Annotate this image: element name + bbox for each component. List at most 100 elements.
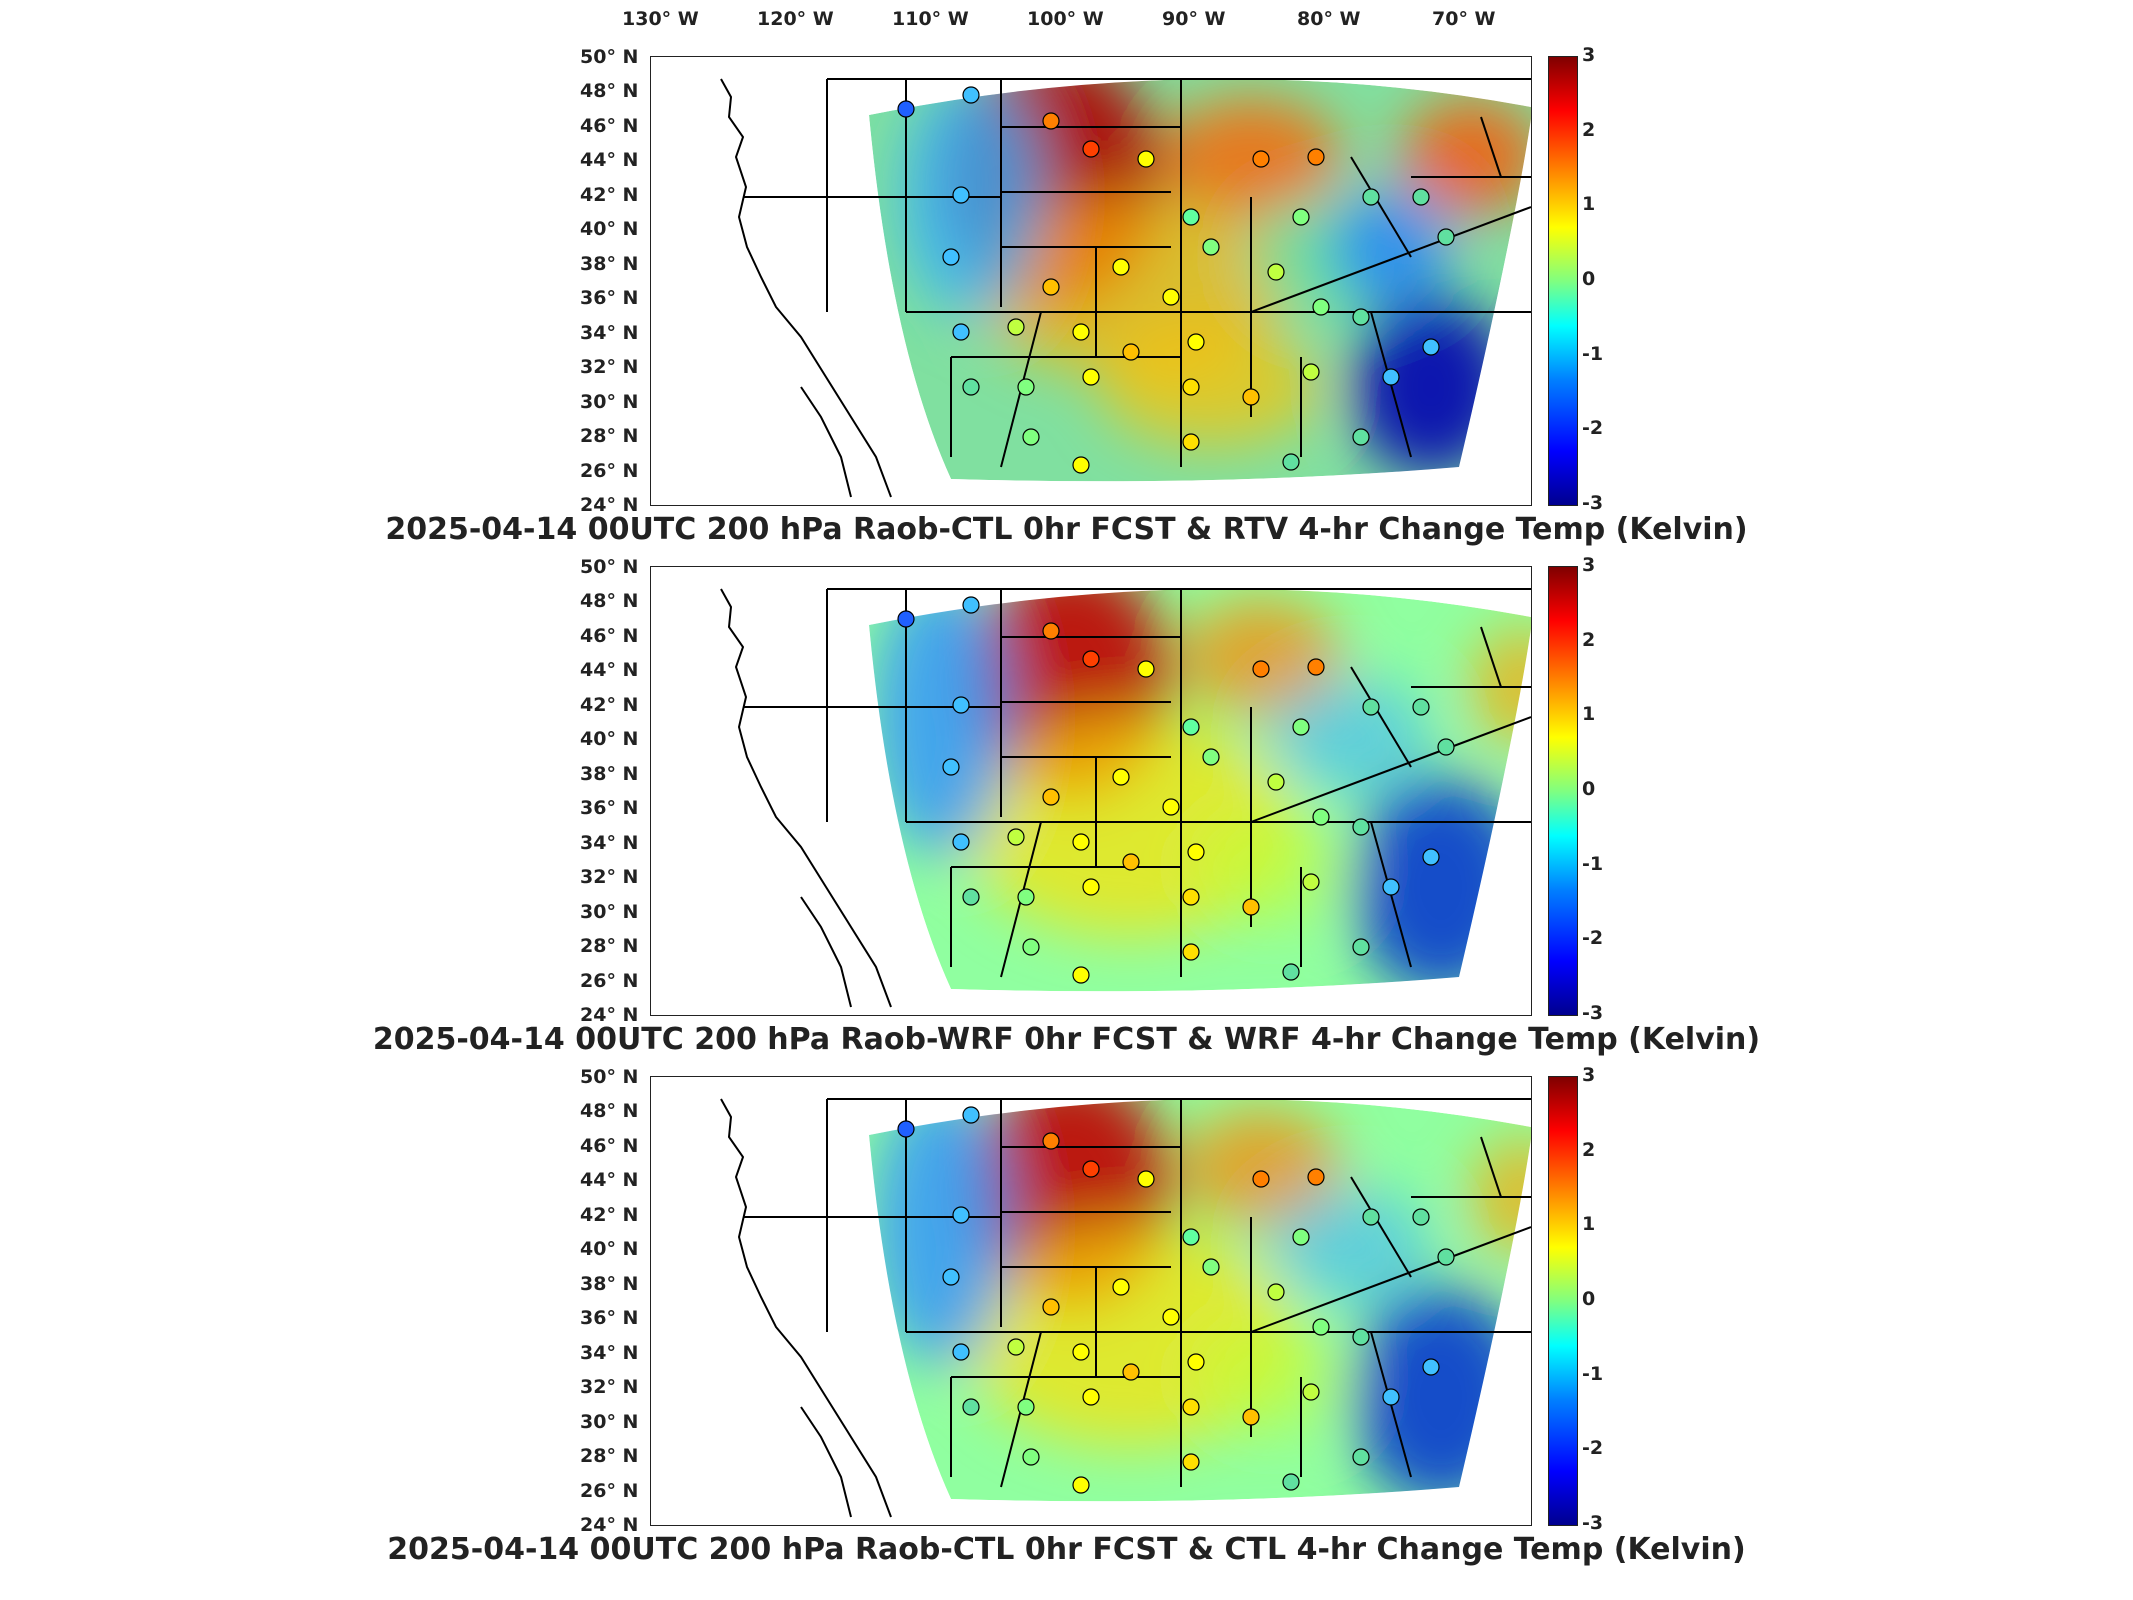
latitude-label: 50° N	[580, 1066, 639, 1088]
latitude-label: 50° N	[580, 46, 639, 68]
colorbar-tick-label: -3	[1582, 1002, 1604, 1024]
anomaly-region	[1331, 187, 1451, 307]
map-area	[650, 56, 1532, 506]
raob-station-marker	[1307, 148, 1325, 166]
latitude-label: 44° N	[580, 149, 639, 172]
raob-station-marker	[952, 833, 970, 851]
colorbar	[1548, 1076, 1578, 1526]
raob-station-marker	[1182, 433, 1200, 451]
latitude-label: 30° N	[580, 390, 639, 413]
raob-station-marker	[1282, 963, 1300, 981]
raob-station-marker	[1202, 1258, 1220, 1276]
latitude-label: 24° N	[580, 1514, 639, 1536]
anomaly-field	[869, 1098, 1531, 1502]
raob-station-marker	[1252, 150, 1270, 168]
latitude-label: 32° N	[580, 866, 639, 889]
raob-station-marker	[897, 100, 915, 118]
raob-station-marker	[1072, 323, 1090, 341]
latitude-label: 36° N	[580, 797, 639, 820]
anomaly-region	[1161, 97, 1341, 217]
latitude-label: 46° N	[580, 624, 639, 647]
raob-station-marker	[1082, 140, 1100, 158]
raob-station-marker	[1082, 1160, 1100, 1178]
raob-station-marker	[897, 610, 915, 628]
raob-station-marker	[1042, 278, 1060, 296]
raob-station-marker	[1352, 938, 1370, 956]
latitude-label: 32° N	[580, 356, 639, 379]
latitude-label: 40° N	[580, 728, 639, 751]
raob-station-marker	[1022, 1448, 1040, 1466]
raob-station-marker	[1252, 1170, 1270, 1188]
colorbar-tick-label: 2	[1582, 1138, 1596, 1161]
anomaly-region	[871, 588, 1011, 857]
latitude-label: 26° N	[580, 969, 639, 992]
colorbar	[1548, 56, 1578, 506]
raob-station-marker	[1437, 228, 1455, 246]
raob-stations	[897, 1106, 1455, 1494]
raob-station-marker	[1042, 1298, 1060, 1316]
longitude-label: 80° W	[1297, 8, 1361, 30]
anomaly-region	[1191, 807, 1351, 927]
raob-station-marker	[1017, 378, 1035, 396]
raob-station-marker	[942, 248, 960, 266]
raob-station-marker	[962, 378, 980, 396]
raob-station-marker	[1137, 660, 1155, 678]
latitude-label: 38° N	[580, 762, 639, 785]
raob-station-marker	[1242, 388, 1260, 406]
raob-station-marker	[1187, 333, 1205, 351]
map-area	[650, 1076, 1532, 1526]
anomaly-field	[869, 78, 1531, 482]
raob-station-marker	[1412, 698, 1430, 716]
longitude-label: 100° W	[1027, 8, 1104, 30]
raob-station-marker	[952, 1343, 970, 1361]
raob-station-marker	[1022, 938, 1040, 956]
colorbar-tick-label: 3	[1582, 554, 1596, 576]
raob-station-marker	[1267, 1283, 1285, 1301]
raob-station-marker	[1082, 368, 1100, 386]
colorbar-tick-label: 3	[1582, 1064, 1596, 1086]
colorbar-tick-label: 1	[1582, 1213, 1596, 1236]
raob-station-marker	[962, 1398, 980, 1416]
anomaly-region	[1401, 97, 1531, 217]
raob-station-marker	[1182, 378, 1200, 396]
raob-station-marker	[1162, 798, 1180, 816]
latitude-label: 48° N	[580, 80, 639, 103]
colorbar-tick-label: -1	[1582, 852, 1604, 875]
temperature-map	[720, 588, 1531, 1008]
raob-station-marker	[1382, 878, 1400, 896]
map-area	[650, 566, 1532, 1016]
raob-station-marker	[1042, 622, 1060, 640]
raob-station-marker	[1362, 698, 1380, 716]
colorbar-tick-label: 3	[1582, 44, 1596, 66]
latitude-label: 48° N	[580, 1100, 639, 1123]
raob-station-marker	[1352, 818, 1370, 836]
raob-stations	[897, 86, 1455, 474]
colorbar-tick-label: 1	[1582, 193, 1596, 216]
latitude-label: 36° N	[580, 1307, 639, 1330]
raob-station-marker	[1282, 1473, 1300, 1491]
latitude-label: 34° N	[580, 321, 639, 344]
temperature-map	[720, 78, 1531, 498]
latitude-label: 36° N	[580, 287, 639, 310]
raob-station-marker	[1352, 1328, 1370, 1346]
map-panel-3: 3 2 1 0 -1 -2 -3 50° N 48° N 46° N 44° N 42° N 40° …	[0, 1064, 2133, 1586]
panel-title: 2025-04-14 00UTC 200 hPa Raob-CTL 0hr FC…	[385, 512, 1748, 547]
raob-station-marker	[1162, 288, 1180, 306]
latitude-label: 34° N	[580, 1341, 639, 1364]
latitude-label: 46° N	[580, 114, 639, 137]
colorbar-tick-label: -1	[1582, 1362, 1604, 1385]
colorbar-tick-label: 2	[1582, 118, 1596, 141]
latitude-label: 28° N	[580, 425, 639, 448]
raob-station-marker	[1302, 873, 1320, 891]
raob-station-marker	[1362, 1208, 1380, 1226]
raob-station-marker	[1437, 738, 1455, 756]
raob-station-marker	[1122, 853, 1140, 871]
longitude-label: 120° W	[757, 8, 834, 30]
raob-station-marker	[1072, 456, 1090, 474]
raob-station-marker	[942, 1268, 960, 1286]
anomaly-region	[871, 1098, 1011, 1367]
colorbar-tick-label: -3	[1582, 492, 1604, 514]
anomaly-region	[1271, 1187, 1431, 1307]
latitude-label: 42° N	[580, 693, 639, 716]
raob-station-marker	[1182, 718, 1200, 736]
